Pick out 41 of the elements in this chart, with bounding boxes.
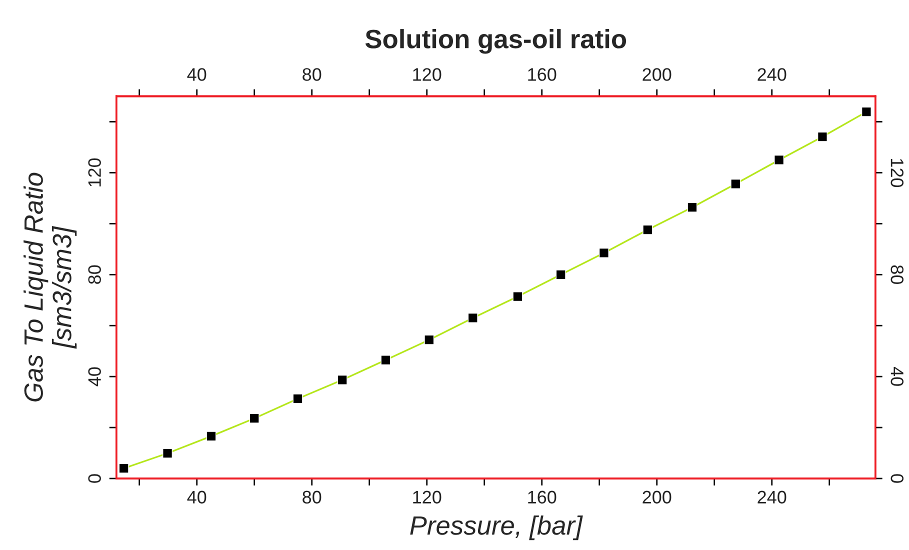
x2-tick-label: 120 [413, 68, 442, 81]
x2-tick-label: 160 [528, 68, 556, 81]
point [642, 224, 653, 235]
x-tick-label: 200 [642, 490, 672, 504]
y2-tick-label: 40 [890, 366, 904, 386]
y-tick-label: 0 [88, 474, 101, 483]
y2-tick-label: 120 [890, 159, 904, 188]
x-tick-label: 80 [302, 490, 322, 504]
x2-tick-label: 200 [642, 68, 672, 81]
point [424, 334, 434, 345]
point [598, 248, 609, 258]
point [162, 448, 173, 458]
x-tick-label: 40 [187, 490, 206, 504]
point [687, 202, 698, 212]
point [380, 354, 391, 366]
y-tick-label: 120 [88, 158, 101, 186]
point [817, 132, 828, 142]
point [774, 154, 784, 165]
point [337, 374, 348, 385]
x2-tick-label: 80 [302, 68, 322, 81]
point [730, 178, 741, 189]
point [468, 312, 478, 323]
x2-tick-label: 240 [758, 68, 786, 81]
x-tick-label: 120 [413, 490, 442, 504]
point [118, 463, 129, 474]
y2-tick-label: 80 [890, 265, 904, 284]
point [556, 270, 566, 280]
x-tick-label: 160 [528, 490, 556, 504]
x-tick-label: 240 [758, 490, 786, 504]
x-axis-title: Pressure, [bar] [410, 515, 583, 540]
point [861, 106, 872, 117]
y-axis-title: Gas To Liquid Ratio [sm3/sm3] [24, 172, 77, 402]
point [206, 431, 216, 442]
y2-tick-label: 0 [890, 474, 904, 483]
y-tick-label: 80 [88, 265, 101, 284]
chart-title: Solution gas-oil ratio [365, 29, 626, 54]
point [512, 292, 523, 302]
point [292, 394, 303, 404]
point [249, 413, 260, 424]
x2-tick-label: 40 [187, 68, 206, 81]
y-tick-label: 40 [88, 367, 101, 386]
